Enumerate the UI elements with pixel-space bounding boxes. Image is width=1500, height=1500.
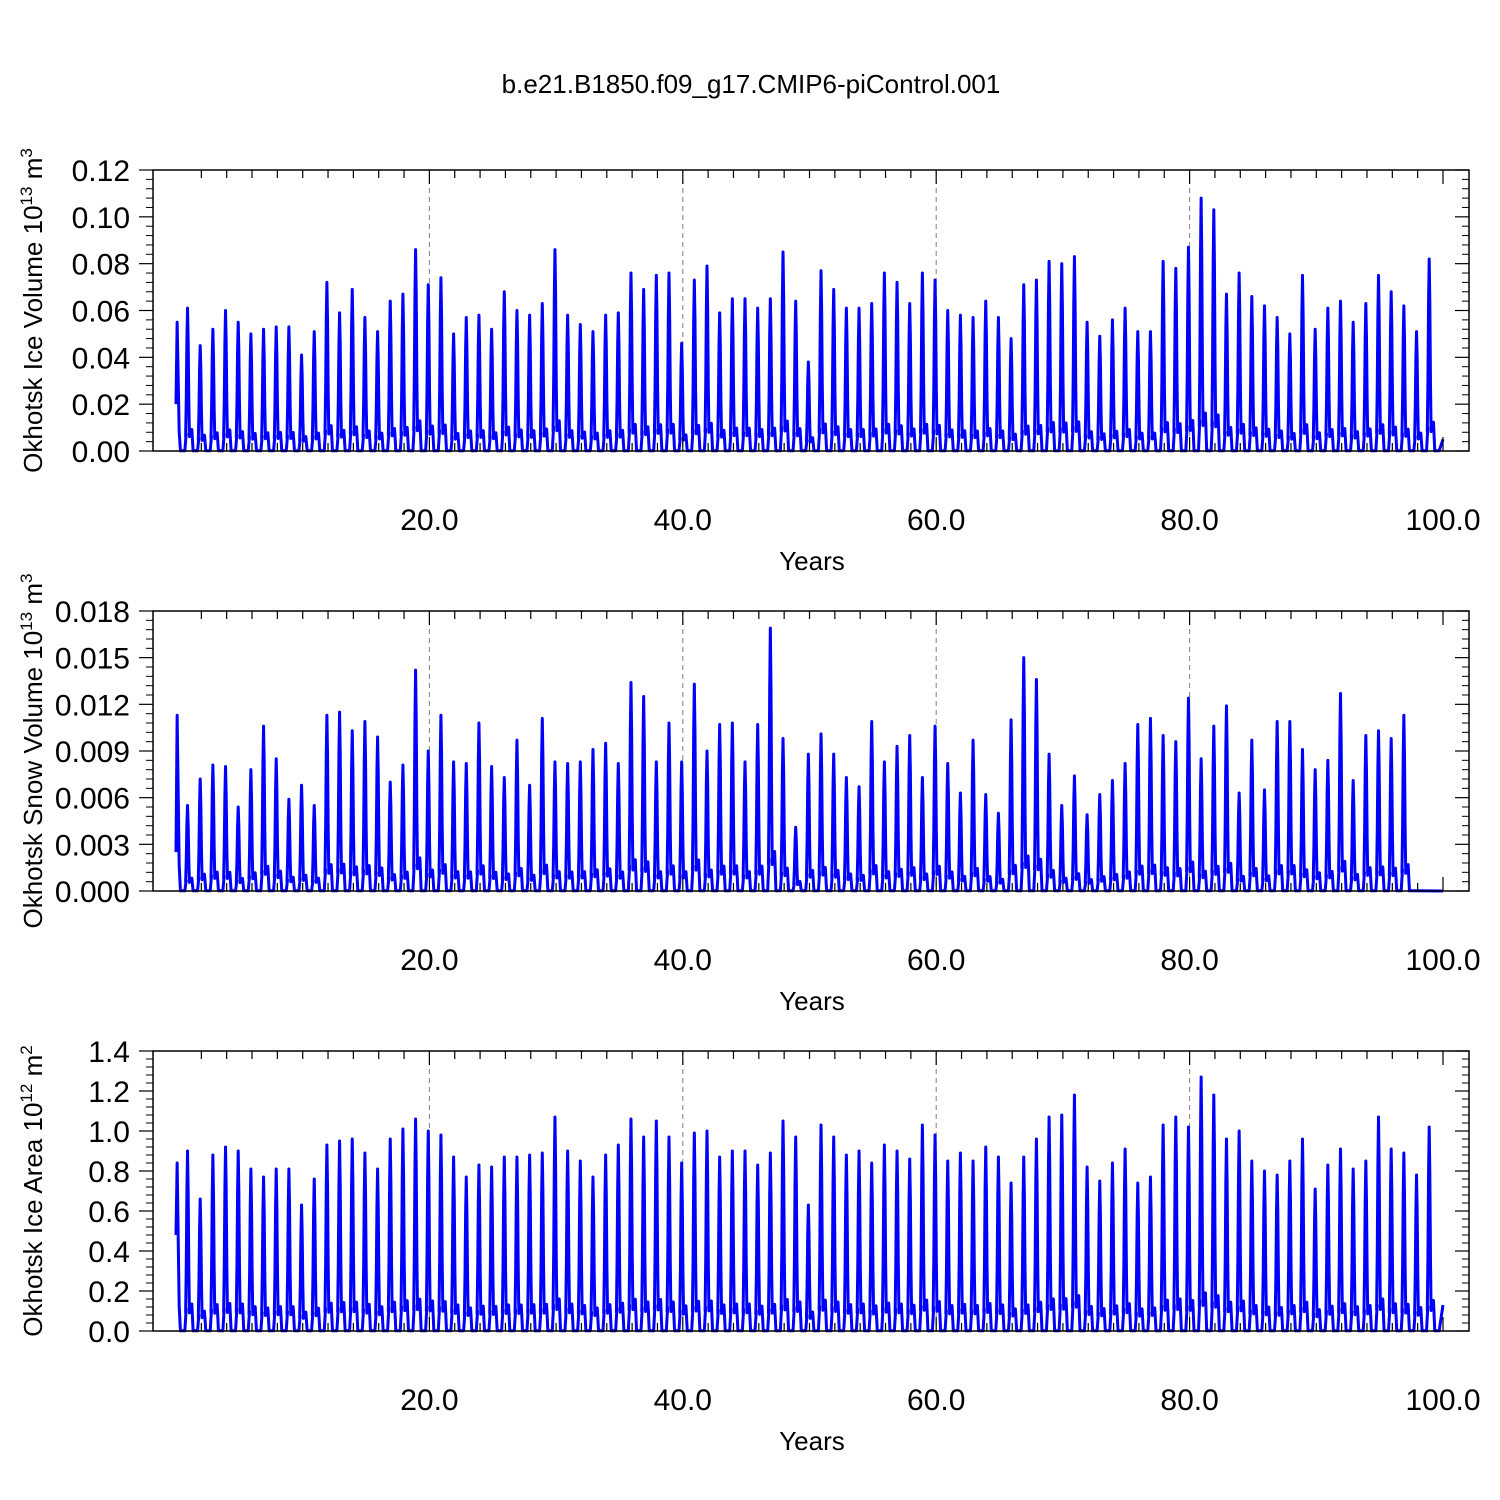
y-tick-label: 0.06 xyxy=(72,296,130,329)
x-tick-label: 80.0 xyxy=(1160,944,1218,977)
x-axis-label: Years xyxy=(779,1426,845,1456)
x-tick-label: 20.0 xyxy=(400,944,458,977)
y-label-main: Okhotsk Ice Area 10 xyxy=(18,1103,48,1337)
series-line xyxy=(174,1075,1445,1333)
y-axis-label: Okhotsk Snow Volume 1013 m3 xyxy=(17,574,48,929)
y-label-unit-exponent: 2 xyxy=(17,1045,36,1054)
y-label-unit-exponent: 3 xyxy=(17,148,36,157)
x-tick-label: 40.0 xyxy=(654,1384,712,1417)
ice-area-panel: 20.0 40.0 60.0 80.0 100.0 0.0 0.2 0.4 0.6 0.8 1.0 1… xyxy=(17,1036,1481,1456)
y-axis-label: Okhotsk Ice Volume 1013 m3 xyxy=(17,148,48,473)
x-tick-label: 100.0 xyxy=(1405,944,1480,977)
y-tick-label: 0.006 xyxy=(55,783,130,816)
y-tick-label: 0.12 xyxy=(72,155,130,188)
x-tick-label: 20.0 xyxy=(400,504,458,537)
y-tick-label: 0.012 xyxy=(55,689,130,722)
y-label-exponent: 12 xyxy=(17,1084,36,1103)
x-tick-label: 100.0 xyxy=(1405,1384,1480,1417)
y-tick-label: 0.003 xyxy=(55,829,130,862)
y-label-exponent: 13 xyxy=(17,612,36,631)
y-tick-label: 0.2 xyxy=(88,1276,130,1309)
y-tick-label: 0.04 xyxy=(72,342,130,375)
y-tick-label: 0.6 xyxy=(88,1196,130,1229)
x-tick-label: 60.0 xyxy=(907,944,965,977)
y-tick-label: 0.00 xyxy=(72,436,130,469)
y-tick-label: 1.0 xyxy=(88,1116,130,1149)
y-tick-label: 0.0 xyxy=(88,1316,130,1349)
y-tick-label: 1.4 xyxy=(88,1036,130,1069)
y-label-unit: m xyxy=(18,158,48,187)
snow-volume-panel: 20.0 40.0 60.0 80.0 100.0 0.000 0.003 0.006 0.00… xyxy=(17,574,1481,1017)
y-tick-label: 0.8 xyxy=(88,1156,130,1189)
y-tick-label: 0.02 xyxy=(72,389,130,422)
plot-frame xyxy=(152,1050,1470,1332)
series-line xyxy=(174,626,1444,893)
y-tick-label: 0.4 xyxy=(88,1236,130,1269)
ice-volume-panel: 20.0 40.0 60.0 80.0 100.0 0.00 0.02 0.04 0.06 0.0… xyxy=(17,148,1481,576)
x-axis-label: Years xyxy=(779,986,845,1016)
x-tick-label: 60.0 xyxy=(907,1384,965,1417)
series-line xyxy=(174,196,1445,453)
x-tick-label: 100.0 xyxy=(1405,504,1480,537)
figure-title: b.e21.B1850.f09_g17.CMIP6-piControl.001 xyxy=(502,69,1001,99)
x-axis-label: Years xyxy=(779,546,845,576)
y-tick-label: 1.2 xyxy=(88,1076,130,1109)
y-label-unit-exponent: 3 xyxy=(17,574,36,583)
y-tick-label: 0.018 xyxy=(55,596,130,629)
x-tick-label: 40.0 xyxy=(654,944,712,977)
x-tick-label: 80.0 xyxy=(1160,504,1218,537)
y-label-main: Okhotsk Ice Volume 10 xyxy=(18,205,48,472)
y-label-unit: m xyxy=(18,1055,48,1084)
y-label-main: Okhotsk Snow Volume 10 xyxy=(18,631,48,929)
y-tick-label: 0.08 xyxy=(72,249,130,282)
y-tick-label: 0.10 xyxy=(72,202,130,235)
y-tick-label: 0.009 xyxy=(55,736,130,769)
x-tick-label: 80.0 xyxy=(1160,1384,1218,1417)
y-label-unit: m xyxy=(18,583,48,612)
x-tick-label: 20.0 xyxy=(400,1384,458,1417)
y-label-exponent: 13 xyxy=(17,187,36,206)
x-tick-label: 60.0 xyxy=(907,504,965,537)
y-axis-label: Okhotsk Ice Area 1012 m2 xyxy=(17,1045,48,1336)
y-tick-label: 0.015 xyxy=(55,643,130,676)
y-tick-label: 0.000 xyxy=(55,876,130,909)
x-tick-label: 40.0 xyxy=(654,504,712,537)
